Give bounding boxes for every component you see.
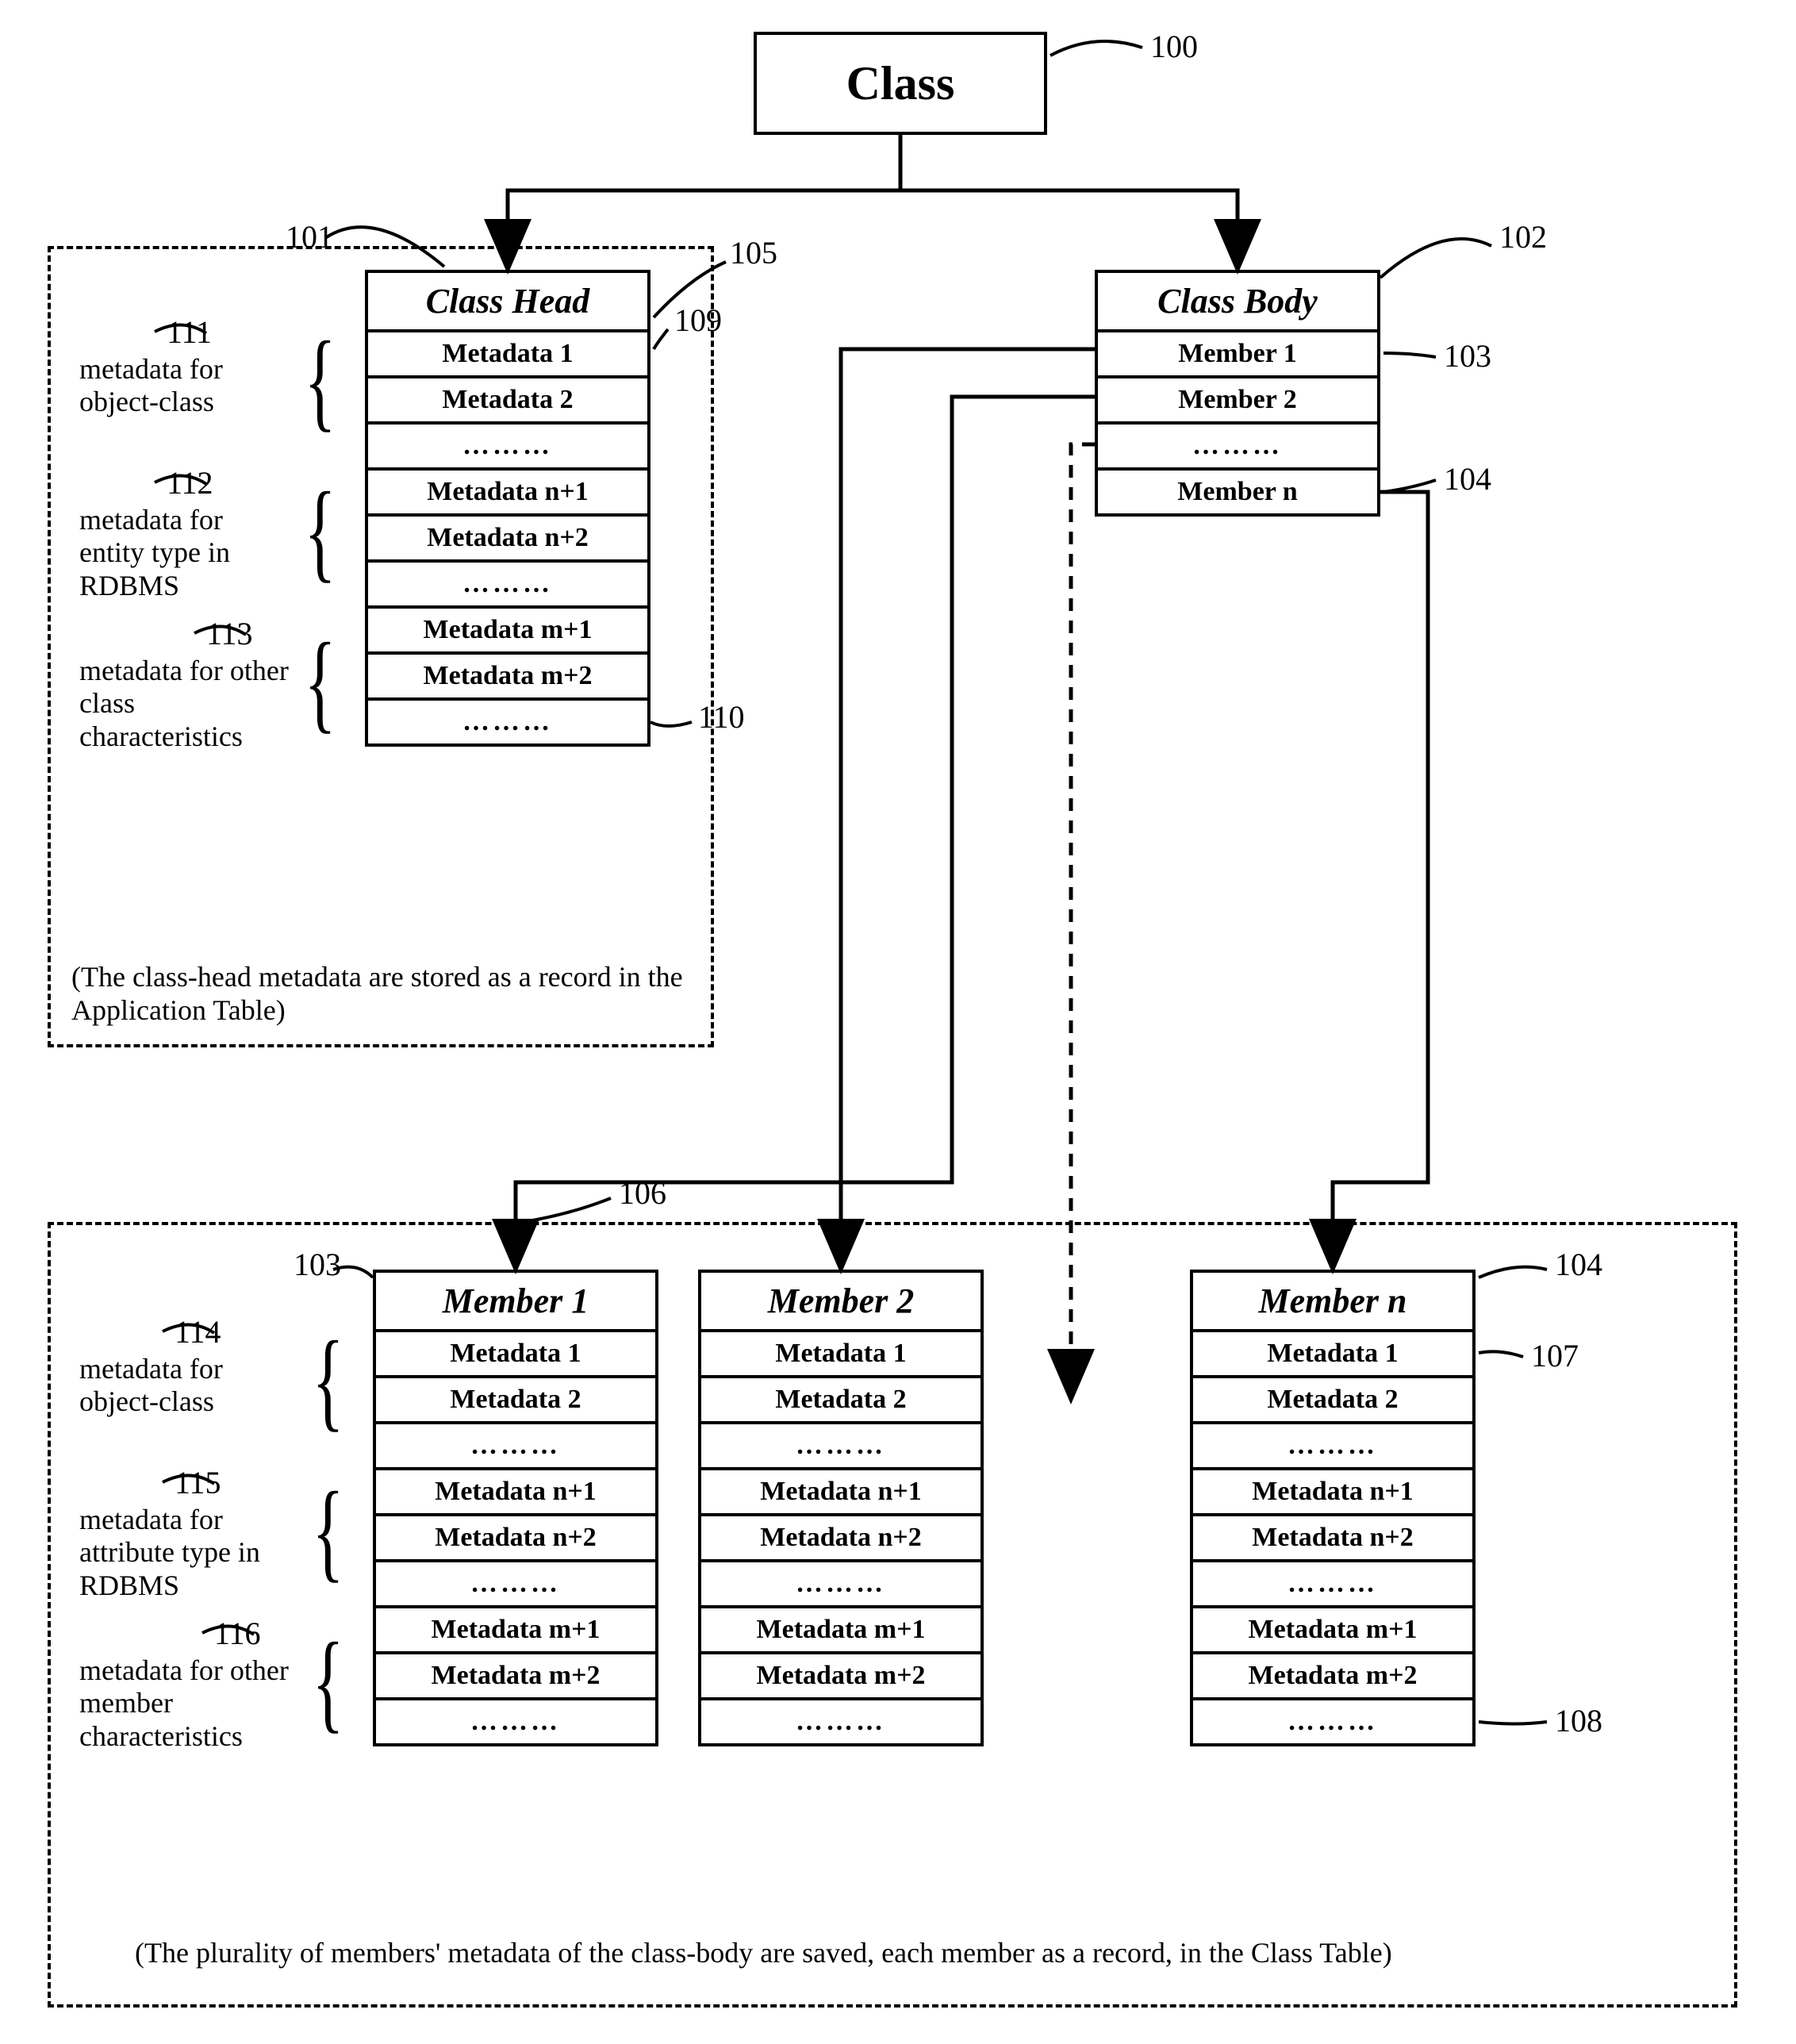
class-head-row: Metadata n+2 [368, 517, 647, 563]
member-1-box: Member 1Metadata 1Metadata 2………Metadata … [373, 1270, 658, 1746]
member-2-row: Metadata 2 [701, 1378, 981, 1424]
member-n-row: Metadata n+2 [1193, 1516, 1472, 1562]
member-n-row: Metadata n+1 [1193, 1470, 1472, 1516]
label-112: metadata for entity type in RDBMS [79, 504, 286, 602]
members-caption: (The plurality of members' metadata of t… [135, 1936, 1642, 1969]
member-n-row: Metadata m+1 [1193, 1608, 1472, 1654]
class-head-row: Metadata n+1 [368, 471, 647, 517]
class-head-row: Metadata 2 [368, 378, 647, 425]
member-n-row: Metadata 1 [1193, 1332, 1472, 1378]
brace-111: { [304, 325, 336, 436]
ref-110: 110 [698, 698, 745, 736]
ref-113: 113 [206, 615, 253, 652]
class-root-label: Class [846, 56, 955, 111]
member-n-row: ……… [1193, 1424, 1472, 1470]
class-head-row: ……… [368, 425, 647, 471]
member-2-row: ……… [701, 1700, 981, 1743]
class-head-row: ……… [368, 701, 647, 743]
class-head-box: Class HeadMetadata 1Metadata 2………Metadat… [365, 270, 650, 747]
member-1-row: Metadata m+1 [376, 1608, 655, 1654]
ref-107: 107 [1531, 1337, 1579, 1374]
ref-108: 108 [1555, 1702, 1602, 1739]
member-1-row: Metadata n+1 [376, 1470, 655, 1516]
member-1-title: Member 1 [376, 1273, 655, 1332]
class-head-title: Class Head [368, 273, 647, 332]
brace-115: { [312, 1476, 343, 1587]
ref-103-member: 103 [294, 1246, 341, 1283]
member-n-box: Member nMetadata 1Metadata 2………Metadata … [1190, 1270, 1476, 1746]
member-1-row: ……… [376, 1424, 655, 1470]
member-1-row: Metadata 1 [376, 1332, 655, 1378]
class-body-box: Class BodyMember 1Member 2………Member n [1095, 270, 1380, 517]
class-head-row: Metadata m+1 [368, 609, 647, 655]
ref-116: 116 [214, 1615, 261, 1652]
label-116: metadata for other member characteristic… [79, 1654, 309, 1753]
member-2-row: Metadata n+2 [701, 1516, 981, 1562]
member-1-row: Metadata n+2 [376, 1516, 655, 1562]
ref-115: 115 [175, 1464, 221, 1501]
class-head-caption: (The class-head metadata are stored as a… [71, 960, 690, 1027]
member-2-row: ……… [701, 1424, 981, 1470]
class-head-row: Metadata m+2 [368, 655, 647, 701]
member-n-row: Metadata 2 [1193, 1378, 1472, 1424]
label-114: metadata for object-class [79, 1353, 286, 1419]
ref-112: 112 [167, 464, 213, 501]
member-2-title: Member 2 [701, 1273, 981, 1332]
member-1-row: Metadata m+2 [376, 1654, 655, 1700]
class-root-box: Class [754, 32, 1047, 135]
ref-100: 100 [1150, 28, 1198, 65]
class-body-title: Class Body [1098, 273, 1377, 332]
member-1-row: ……… [376, 1562, 655, 1608]
member-n-row: Metadata m+2 [1193, 1654, 1472, 1700]
ref-105: 105 [730, 234, 777, 271]
member-2-row: ……… [701, 1562, 981, 1608]
label-111: metadata for object-class [79, 353, 286, 419]
ref-114: 114 [175, 1313, 221, 1350]
class-body-row: ……… [1098, 425, 1377, 471]
member-1-row: Metadata 2 [376, 1378, 655, 1424]
brace-116: { [312, 1627, 343, 1738]
brace-114: { [312, 1325, 343, 1436]
member-1-row: ……… [376, 1700, 655, 1743]
member-2-row: Metadata m+2 [701, 1654, 981, 1700]
class-head-row: Metadata 1 [368, 332, 647, 378]
ref-109: 109 [674, 302, 722, 339]
class-body-row: Member 1 [1098, 332, 1377, 378]
brace-113: { [304, 627, 336, 738]
brace-112: { [304, 476, 336, 587]
class-head-row: ……… [368, 563, 647, 609]
ref-102: 102 [1499, 218, 1547, 256]
ref-111: 111 [167, 313, 212, 351]
member-2-row: Metadata n+1 [701, 1470, 981, 1516]
member-2-row: Metadata m+1 [701, 1608, 981, 1654]
ref-106: 106 [619, 1174, 666, 1212]
member-2-box: Member 2Metadata 1Metadata 2………Metadata … [698, 1270, 984, 1746]
member-n-title: Member n [1193, 1273, 1472, 1332]
member-2-row: Metadata 1 [701, 1332, 981, 1378]
member-n-row: ……… [1193, 1700, 1472, 1743]
ref-103-body: 103 [1444, 337, 1491, 375]
class-body-row: Member n [1098, 471, 1377, 513]
ref-104-member: 104 [1555, 1246, 1602, 1283]
class-body-row: Member 2 [1098, 378, 1377, 425]
ref-101: 101 [286, 218, 333, 256]
member-n-row: ……… [1193, 1562, 1472, 1608]
label-115: metadata for attribute type in RDBMS [79, 1504, 294, 1602]
ref-104-body: 104 [1444, 460, 1491, 498]
label-113: metadata for other class characteristics [79, 655, 294, 753]
